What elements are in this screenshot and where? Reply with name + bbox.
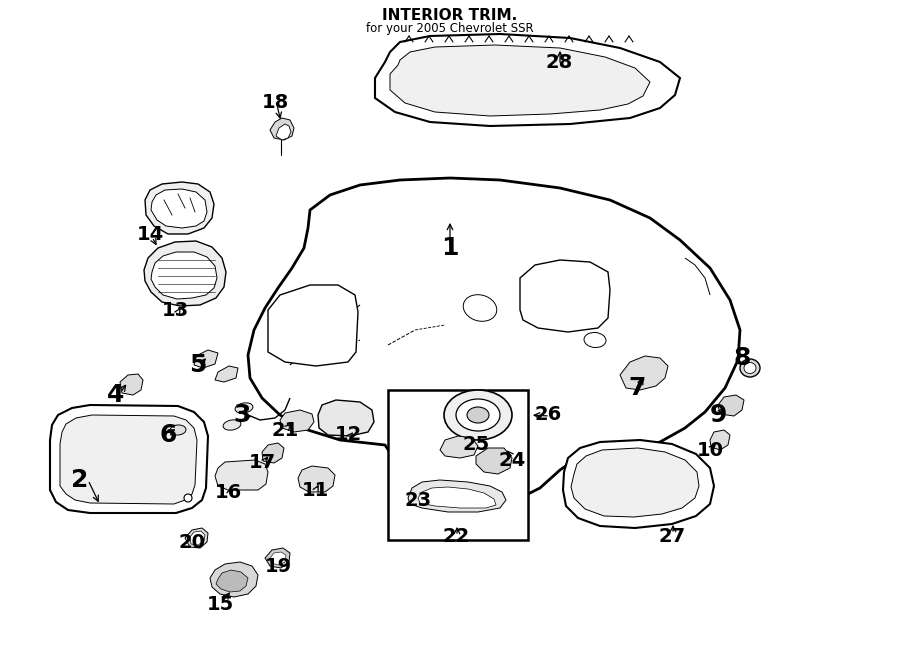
Polygon shape	[270, 118, 294, 140]
Text: 25: 25	[463, 436, 490, 455]
Text: 3: 3	[233, 403, 251, 427]
Polygon shape	[318, 400, 374, 436]
Polygon shape	[390, 45, 650, 116]
Polygon shape	[190, 531, 205, 545]
Polygon shape	[215, 460, 268, 490]
Text: 8: 8	[734, 346, 751, 370]
Polygon shape	[408, 480, 506, 512]
Text: 17: 17	[248, 453, 275, 471]
Text: INTERIOR TRIM.: INTERIOR TRIM.	[382, 8, 518, 23]
Polygon shape	[210, 562, 258, 597]
Polygon shape	[145, 182, 214, 234]
Polygon shape	[216, 570, 248, 592]
Ellipse shape	[184, 494, 192, 502]
Text: 19: 19	[265, 557, 292, 576]
Polygon shape	[50, 405, 208, 513]
Polygon shape	[120, 374, 143, 395]
Text: 27: 27	[659, 527, 686, 545]
Text: 15: 15	[206, 596, 234, 615]
Text: 5: 5	[189, 353, 207, 377]
Polygon shape	[215, 366, 238, 382]
Text: 24: 24	[499, 451, 526, 469]
Polygon shape	[144, 241, 226, 306]
Ellipse shape	[235, 403, 253, 413]
Text: 16: 16	[214, 483, 241, 502]
Text: 10: 10	[697, 440, 724, 459]
Polygon shape	[375, 34, 680, 126]
Text: 20: 20	[178, 533, 205, 551]
Polygon shape	[476, 448, 512, 474]
Polygon shape	[151, 252, 217, 299]
Polygon shape	[194, 350, 218, 368]
Polygon shape	[298, 466, 335, 492]
Ellipse shape	[444, 390, 512, 440]
Polygon shape	[185, 528, 208, 548]
Ellipse shape	[464, 295, 497, 321]
Polygon shape	[276, 124, 291, 140]
Polygon shape	[571, 448, 699, 517]
Polygon shape	[265, 548, 290, 568]
Polygon shape	[718, 395, 744, 416]
Polygon shape	[262, 443, 284, 463]
Polygon shape	[60, 415, 197, 504]
Ellipse shape	[584, 332, 606, 348]
Text: 22: 22	[443, 527, 470, 545]
Text: 11: 11	[302, 481, 328, 500]
Polygon shape	[418, 487, 496, 508]
Text: 9: 9	[709, 403, 726, 427]
Text: 7: 7	[628, 376, 645, 400]
Polygon shape	[520, 260, 610, 332]
Text: 12: 12	[335, 426, 362, 444]
Ellipse shape	[467, 407, 489, 423]
Text: 6: 6	[159, 423, 176, 447]
Polygon shape	[388, 390, 528, 540]
Text: 21: 21	[272, 420, 299, 440]
Text: 28: 28	[545, 52, 572, 71]
Polygon shape	[710, 430, 730, 450]
Polygon shape	[280, 410, 314, 432]
Ellipse shape	[740, 359, 760, 377]
Polygon shape	[268, 285, 358, 366]
Polygon shape	[270, 552, 286, 565]
Polygon shape	[151, 189, 207, 228]
Text: for your 2005 Chevrolet SSR: for your 2005 Chevrolet SSR	[366, 22, 534, 35]
Text: 13: 13	[161, 301, 189, 319]
Ellipse shape	[170, 425, 186, 435]
Text: 23: 23	[404, 490, 432, 510]
Text: 26: 26	[535, 405, 562, 424]
Ellipse shape	[223, 420, 241, 430]
Polygon shape	[620, 356, 668, 390]
Ellipse shape	[456, 399, 500, 431]
Text: 2: 2	[71, 468, 89, 492]
Text: 14: 14	[137, 225, 164, 245]
Text: 4: 4	[107, 383, 125, 407]
Polygon shape	[248, 178, 740, 502]
Text: 1: 1	[441, 236, 459, 260]
Text: 18: 18	[261, 93, 289, 112]
Polygon shape	[563, 440, 714, 528]
Ellipse shape	[744, 362, 756, 373]
Polygon shape	[440, 436, 478, 458]
